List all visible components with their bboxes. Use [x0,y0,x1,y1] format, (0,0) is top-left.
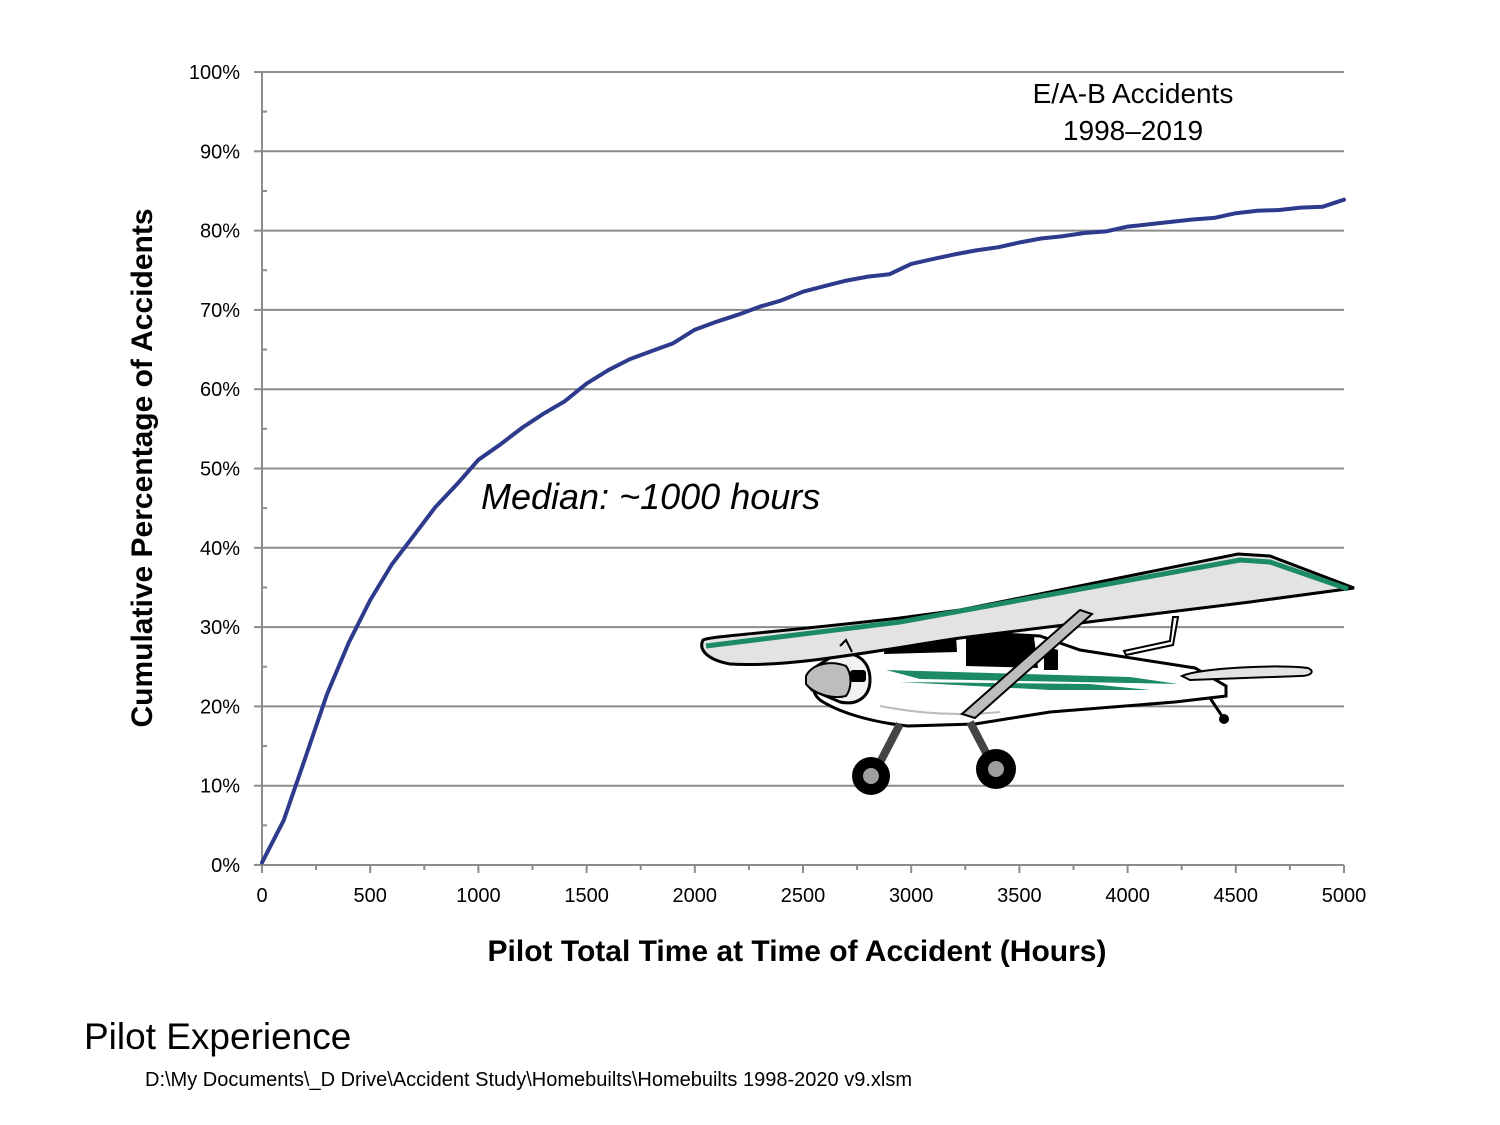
x-axis-title: Pilot Total Time at Time of Accident (Ho… [488,935,1107,968]
y-tick-label: 10% [200,776,240,798]
x-axis-ticks: 0 500 1000 1500 2000 2500 3000 3500 4000 4500 5000 [256,865,1366,907]
y-tick-label: 40% [200,538,240,560]
series-line-cumulative [260,197,1346,865]
x-tick-label: 2500 [781,885,826,907]
y-tick-label: 90% [200,141,240,163]
y-tick-label: 50% [200,459,240,481]
x-tick-label: 500 [354,885,387,907]
y-tick-label: 20% [200,696,240,718]
x-tick-label: 4000 [1105,885,1150,907]
x-tick-label: 5000 [1322,885,1367,907]
slide-title: Pilot Experience [84,1016,352,1057]
x-tick-label: 3500 [997,885,1042,907]
y-axis-title: Cumulative Percentage of Accidents [126,208,159,727]
y-axis-ticks: 0% 10% 20% 30% 40% 50% 60% 70% 80% 90% 100% [189,62,267,877]
y-tick-label: 70% [200,300,240,322]
x-tick-label: 3000 [889,885,934,907]
y-tick-label: 60% [200,379,240,401]
x-tick-label: 0 [256,885,267,907]
y-tick-label: 100% [189,62,240,84]
x-tick-label: 1000 [456,885,501,907]
annotation-dataset: E/A-B Accidents [1033,78,1234,109]
x-tick-label: 2000 [673,885,718,907]
x-tick-label: 4500 [1214,885,1259,907]
x-tick-label: 1500 [564,885,609,907]
y-tick-label: 80% [200,221,240,243]
y-tick-label: 30% [200,617,240,639]
airplane-icon [700,552,1355,795]
annotation-years: 1998–2019 [1063,115,1203,146]
gridlines [262,71,1344,787]
file-path: D:\My Documents\_D Drive\Accident Study\… [145,1069,912,1091]
annotation-median: Median: ~1000 hours [481,476,820,517]
y-tick-label: 0% [211,855,240,877]
